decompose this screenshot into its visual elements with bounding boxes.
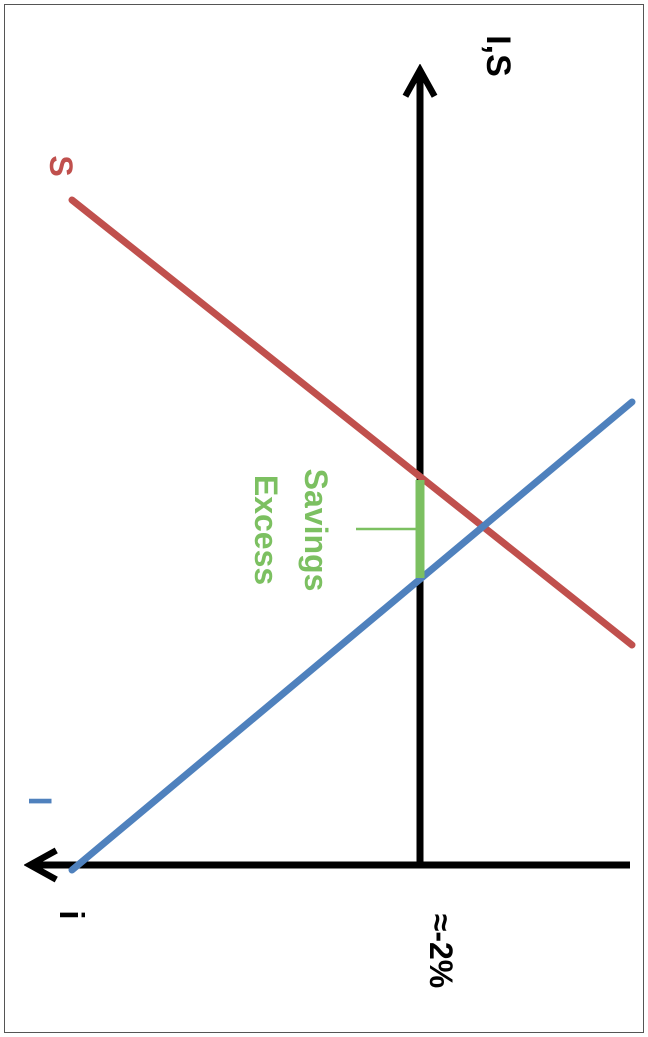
saving-curve-label: S (43, 155, 79, 176)
x-axis-label: I,S (479, 35, 517, 77)
gap-label-line2: Savings (298, 469, 334, 592)
investment-curve-label: I (22, 797, 58, 806)
y-axis-label: i (52, 910, 90, 919)
gap-label-line1: Excess (248, 475, 284, 585)
saving-curve (68, 196, 636, 649)
rate-label: ≈-2% (423, 914, 459, 988)
investment-curve (68, 398, 636, 874)
